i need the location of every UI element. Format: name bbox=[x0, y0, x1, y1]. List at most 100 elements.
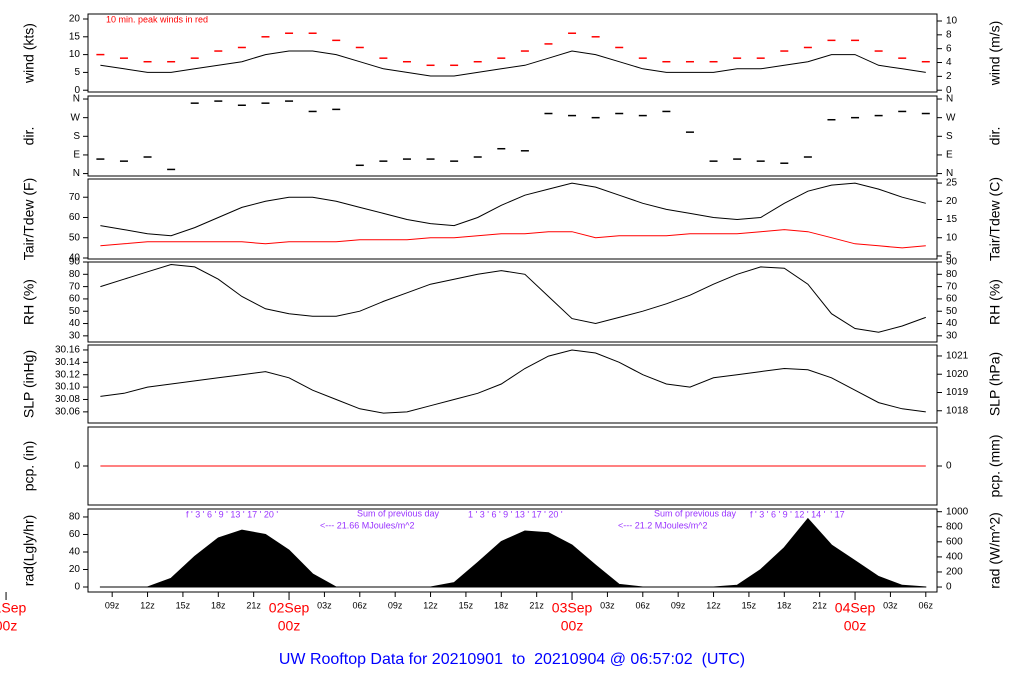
y2-axis-label: pcp. (mm) bbox=[987, 435, 1003, 498]
x-tick-label: 12z bbox=[706, 600, 721, 610]
area-series bbox=[99, 517, 927, 588]
y2-tick-label: 0 bbox=[946, 582, 952, 593]
x-tick-label: 06z bbox=[636, 600, 651, 610]
hour-marks: 1 ' 3 ' 6 ' 9 ' 13 ' 17 ' 20 ' bbox=[468, 509, 563, 519]
y2-tick-label: 70 bbox=[946, 281, 958, 292]
y2-tick-label: 60 bbox=[946, 294, 958, 305]
y2-tick-label: 20 bbox=[946, 196, 958, 207]
y2-tick-label: 80 bbox=[946, 269, 958, 280]
y-axis-label: RH (%) bbox=[21, 279, 37, 325]
line-series bbox=[100, 182, 926, 237]
y2-tick-label: 200 bbox=[946, 567, 963, 578]
x-tick-label: 09z bbox=[388, 600, 403, 610]
y2-tick-label: 1021 bbox=[946, 351, 969, 362]
y-tick-label: 80 bbox=[69, 269, 81, 280]
y-tick-label: 50 bbox=[69, 306, 81, 317]
note: <--- 21.2 MJoules/m^2 bbox=[618, 520, 708, 530]
day-label: 03Sep bbox=[552, 600, 593, 616]
y-tick-label: 60 bbox=[69, 529, 81, 540]
plot-area bbox=[99, 517, 927, 588]
y2-tick-label: 40 bbox=[946, 318, 958, 329]
line-series bbox=[100, 229, 926, 249]
y2-tick-label: 4 bbox=[946, 57, 952, 68]
y2-tick-label: 15 bbox=[946, 214, 958, 225]
y2-tick-label: 10 bbox=[946, 232, 958, 243]
note: Sum of previous day bbox=[654, 508, 737, 518]
y2-tick-label: 90 bbox=[946, 257, 958, 268]
y2-axis-label: SLP (hPa) bbox=[987, 352, 1003, 416]
plot-area bbox=[96, 100, 930, 171]
x-tick-label: 12z bbox=[140, 600, 155, 610]
y2-tick-label: S bbox=[946, 131, 953, 142]
y-tick-label: 30.12 bbox=[55, 369, 80, 380]
y-axis-label: pcp. (in) bbox=[21, 441, 37, 492]
line-series bbox=[100, 263, 926, 333]
day-hour-label: 00z bbox=[0, 618, 17, 634]
hour-marks: f ' 3 ' 6 ' 9 ' 12 ' 14 ' ' 17 bbox=[750, 509, 845, 519]
y-tick-label: 70 bbox=[69, 192, 81, 203]
hour-marks: f ' 3 ' 6 ' 9 ' 13 ' 17 ' 20 ' bbox=[186, 509, 278, 519]
y-tick-label: 0 bbox=[74, 461, 80, 472]
x-tick-label: 21z bbox=[529, 600, 544, 610]
y-tick-label: 5 bbox=[74, 67, 80, 78]
y-tick-label: 70 bbox=[69, 281, 81, 292]
y-tick-label: 60 bbox=[69, 212, 81, 223]
y2-tick-label: 800 bbox=[946, 521, 963, 532]
note: <--- 21.66 MJoules/m^2 bbox=[320, 520, 415, 530]
y-tick-label: 50 bbox=[69, 232, 81, 243]
x-tick-label: 15z bbox=[459, 600, 474, 610]
y-tick-label: E bbox=[73, 150, 80, 161]
y-tick-label: 30 bbox=[69, 330, 81, 341]
y2-tick-label: 6 bbox=[946, 43, 952, 54]
plot-area bbox=[100, 349, 926, 414]
y-axis-label: wind (kts) bbox=[21, 23, 37, 84]
y2-tick-label: 10 bbox=[946, 16, 958, 27]
y2-tick-label: N bbox=[946, 94, 953, 105]
y2-tick-label: 400 bbox=[946, 552, 963, 563]
x-tick-label: 06z bbox=[919, 600, 934, 610]
panel-frame bbox=[87, 508, 938, 593]
day-label: 04Sep bbox=[835, 600, 876, 616]
y-axis-label: Tair/Tdew (F) bbox=[21, 178, 37, 260]
y-tick-label: 30.06 bbox=[55, 406, 80, 417]
y-tick-label: W bbox=[71, 112, 81, 123]
plot-area bbox=[100, 182, 926, 249]
day-hour-label: 00z bbox=[561, 618, 584, 634]
y2-tick-label: 1000 bbox=[946, 506, 969, 517]
y-tick-label: 0 bbox=[74, 85, 80, 96]
y-tick-label: 80 bbox=[69, 512, 81, 523]
y2-tick-label: 600 bbox=[946, 536, 963, 547]
y2-tick-label: 8 bbox=[946, 29, 952, 40]
plot-area bbox=[100, 263, 926, 333]
x-tick-label: 03z bbox=[600, 600, 615, 610]
y2-axis-label: Tair/Tdew (C) bbox=[987, 177, 1003, 261]
y-axis-label: SLP (inHg) bbox=[21, 350, 37, 418]
annotation: 10 min. peak winds in red bbox=[106, 14, 208, 24]
y2-axis-label: dir. bbox=[987, 127, 1003, 146]
panel-frame bbox=[87, 344, 938, 424]
x-tick-label: 18z bbox=[777, 600, 792, 610]
y2-tick-label: 1018 bbox=[946, 405, 969, 416]
y-axis-label: rad(Lgly/hr) bbox=[21, 515, 37, 587]
x-tick-label: 18z bbox=[211, 600, 226, 610]
x-tick-label: 21z bbox=[246, 600, 261, 610]
y2-tick-label: 2 bbox=[946, 71, 952, 82]
y-tick-label: 20 bbox=[69, 14, 81, 25]
panel-frame bbox=[87, 261, 938, 343]
y2-axis-label: rad (W/m^2) bbox=[987, 512, 1003, 589]
y-tick-label: 60 bbox=[69, 294, 81, 305]
x-tick-label: 03z bbox=[317, 600, 332, 610]
line-series bbox=[100, 50, 926, 77]
x-tick-label: 15z bbox=[176, 600, 191, 610]
y-tick-label: S bbox=[73, 131, 80, 142]
x-tick-label: 21z bbox=[812, 600, 827, 610]
y-tick-label: 30.10 bbox=[55, 382, 80, 393]
y-tick-label: 30.14 bbox=[55, 357, 80, 368]
x-tick-label: 18z bbox=[494, 600, 509, 610]
line-series bbox=[100, 349, 926, 414]
y-tick-label: 40 bbox=[69, 547, 81, 558]
note: Sum of previous day bbox=[357, 508, 440, 518]
panel-frame bbox=[87, 13, 938, 93]
y2-tick-label: E bbox=[946, 150, 953, 161]
